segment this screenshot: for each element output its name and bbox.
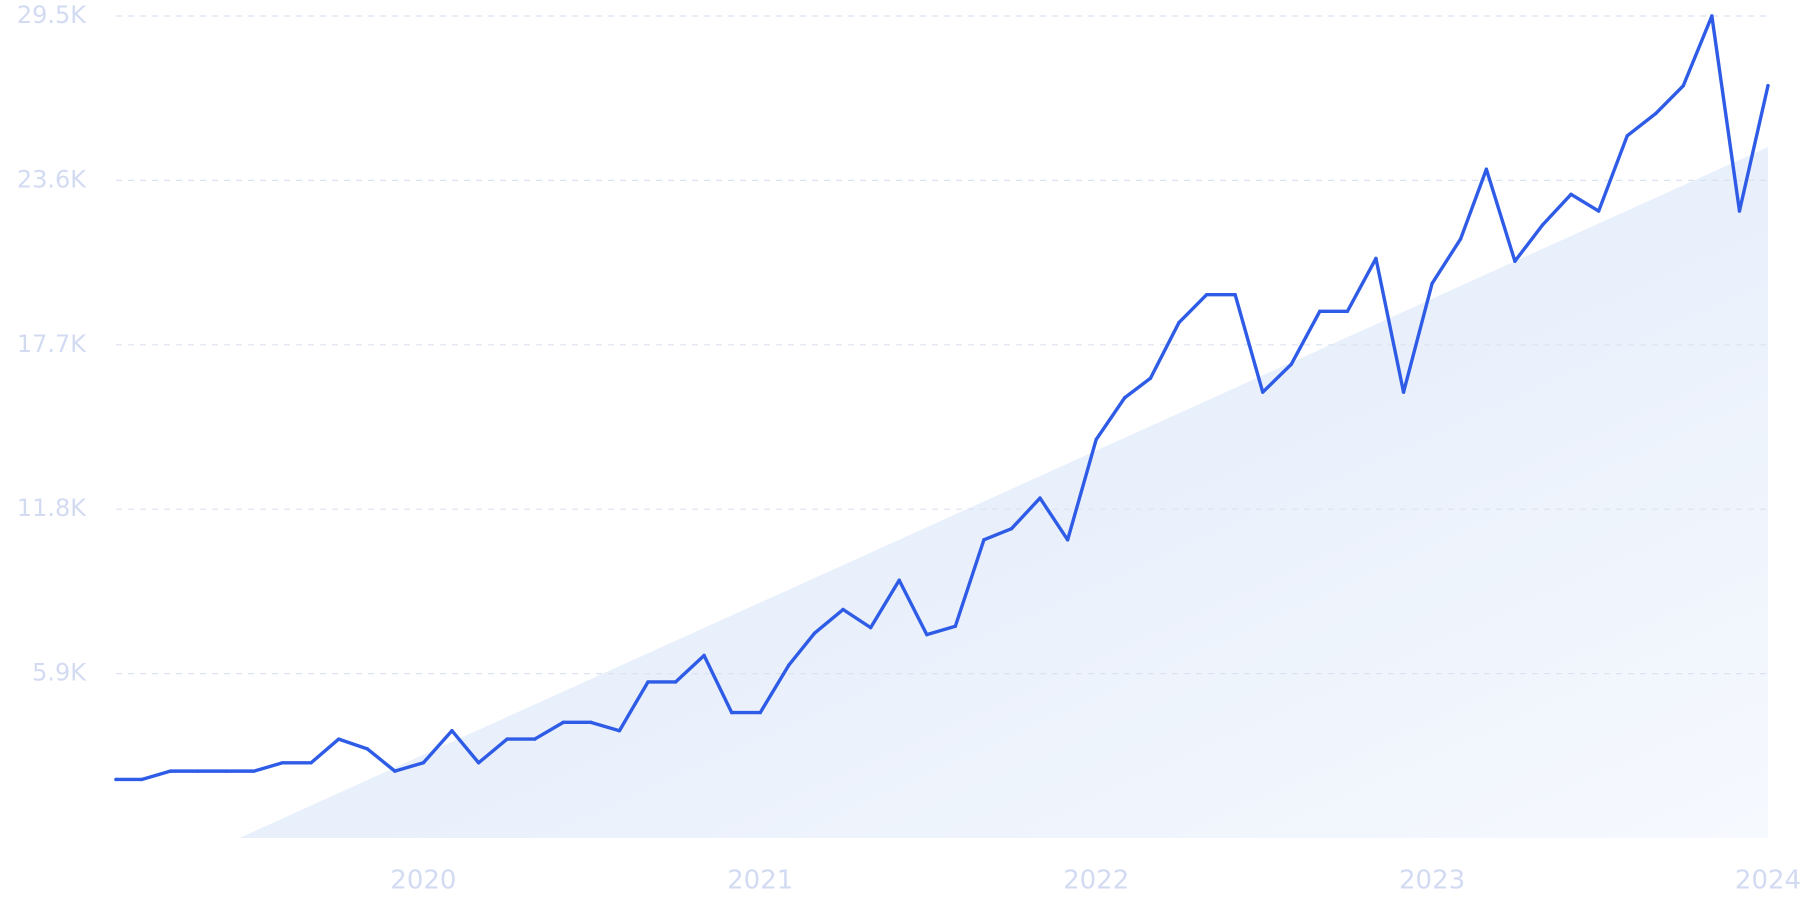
data-point	[1625, 134, 1629, 138]
y-tick-label: 23.6K	[17, 165, 87, 193]
data-point	[476, 761, 481, 765]
data-point	[673, 680, 678, 684]
y-tick-label: 5.9K	[32, 659, 87, 687]
y-axis-labels: 5.9K 11.8K 17.7K 23.6K 29.5K	[17, 1, 87, 687]
data-point	[1038, 496, 1042, 500]
data-point	[1737, 209, 1742, 213]
x-tick-label: 2020	[390, 866, 456, 896]
data-point	[140, 777, 144, 782]
data-point	[1654, 111, 1658, 116]
data-point	[1289, 362, 1293, 367]
data-point	[589, 720, 593, 725]
x-axis-labels: 2020 2021 2022 2023 2024	[390, 866, 1801, 896]
data-point	[1094, 437, 1098, 442]
data-point	[1122, 396, 1127, 400]
data-point	[868, 625, 873, 630]
data-point	[505, 737, 509, 741]
data-point	[925, 632, 929, 637]
data-point	[224, 769, 229, 773]
data-point	[1513, 259, 1517, 263]
data-point	[646, 680, 650, 684]
data-point	[114, 777, 118, 782]
data-point	[252, 769, 256, 773]
data-point	[787, 663, 791, 667]
data-point	[1204, 292, 1209, 297]
data-point	[1458, 237, 1463, 241]
data-point	[561, 720, 565, 725]
data-point	[168, 769, 172, 773]
data-point	[1374, 256, 1378, 261]
data-point	[1318, 309, 1322, 314]
data-point	[1009, 527, 1014, 531]
data-point	[1401, 390, 1406, 394]
data-point	[365, 747, 369, 751]
data-point	[280, 761, 285, 765]
data-point	[897, 578, 901, 582]
data-point	[196, 769, 200, 773]
data-point	[1681, 83, 1686, 88]
data-point	[1148, 376, 1153, 380]
series-line	[114, 14, 1770, 782]
data-point	[1766, 83, 1770, 88]
data-point	[812, 631, 817, 635]
data-point	[1065, 538, 1070, 542]
data-point	[702, 653, 706, 658]
x-tick-label: 2022	[1063, 866, 1129, 896]
data-point	[309, 761, 313, 765]
x-tick-label: 2023	[1399, 866, 1465, 896]
data-point	[337, 737, 341, 741]
data-point	[730, 710, 734, 715]
data-point	[758, 710, 762, 715]
y-tick-label: 11.8K	[17, 494, 87, 522]
data-point	[982, 538, 986, 542]
series-layer	[114, 14, 1770, 782]
data-point	[1569, 192, 1573, 197]
data-point	[953, 624, 958, 628]
data-point	[450, 729, 454, 733]
data-point	[533, 737, 537, 741]
data-point	[1484, 167, 1489, 171]
y-tick-label: 17.7K	[17, 330, 87, 358]
data-point	[1345, 309, 1350, 314]
data-point	[1177, 320, 1181, 325]
data-point	[841, 607, 845, 612]
trend-area	[239, 146, 1768, 838]
data-point	[1710, 14, 1714, 18]
data-point	[1596, 209, 1601, 213]
data-point	[1233, 292, 1237, 297]
y-tick-label: 29.5K	[17, 1, 87, 29]
data-point	[1261, 390, 1265, 394]
data-point	[393, 769, 397, 773]
x-tick-label: 2021	[727, 866, 793, 896]
data-point	[1430, 281, 1434, 286]
x-tick-label: 2024	[1735, 866, 1801, 896]
data-point	[1540, 223, 1545, 227]
trend-area-layer	[239, 146, 1768, 838]
data-point	[421, 761, 426, 765]
data-point	[617, 729, 622, 733]
